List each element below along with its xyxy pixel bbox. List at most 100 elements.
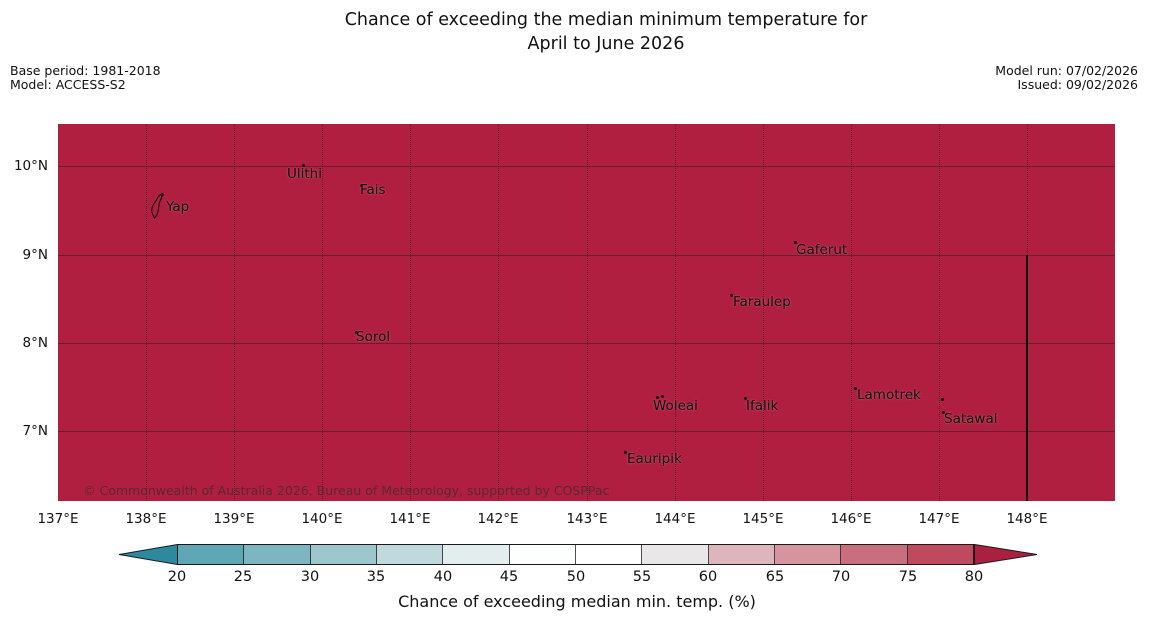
cbar-tick-20: 20: [167, 569, 187, 585]
gridline-8n: [58, 343, 1115, 344]
title-line2: April to June 2026: [527, 34, 685, 54]
cbar-tick-45: 45: [499, 569, 519, 585]
place-name: Lamotrek: [857, 387, 921, 403]
copyright-text: © Commonwealth of Australia 2026, Bureau…: [83, 483, 610, 498]
colorbar: [118, 544, 1038, 565]
gridline-10n: [58, 166, 1115, 167]
colorbar-segment: [178, 545, 245, 564]
model-metadata: Base period: 1981-2018 Model: ACCESS-S2: [10, 64, 161, 92]
colorbar-over-arrow: [974, 544, 1038, 565]
x-tick-140e: 140°E: [301, 511, 343, 527]
cbar-tick-55: 55: [632, 569, 652, 585]
model-name-text: Model: ACCESS-S2: [10, 77, 126, 92]
island-marker-woleai-1: [656, 396, 659, 399]
x-tick-143e: 143°E: [566, 511, 608, 527]
colorbar-segment: [376, 545, 444, 564]
x-tick-142e: 142°E: [477, 511, 519, 527]
colorbar-segment: [642, 545, 709, 564]
place-name: Ifalik: [746, 398, 779, 414]
cbar-tick-65: 65: [765, 569, 785, 585]
colorbar-under-arrow: [118, 544, 178, 565]
place-name: Gaferut: [796, 242, 848, 258]
gridline-139e: [234, 124, 235, 501]
place-label-gaferut: Gaferut: [796, 243, 847, 257]
place-name: Fais: [360, 182, 386, 198]
gridline-7n: [58, 431, 1115, 432]
cbar-tick-80: 80: [964, 569, 984, 585]
gridline-140e: [322, 124, 323, 501]
x-tick-138e: 138°E: [125, 511, 167, 527]
title-line1: Chance of exceeding the median minimum t…: [344, 10, 868, 30]
model-run-text: Model run: 07/02/2026: [995, 63, 1138, 78]
x-tick-146e: 146°E: [830, 511, 872, 527]
place-label-eauripik: Eauripik: [627, 452, 682, 466]
gridline-143e: [587, 124, 588, 501]
cbar-tick-70: 70: [831, 569, 851, 585]
gridline-142e: [498, 124, 499, 501]
gridline-138e: [146, 124, 147, 501]
colorbar-segment: [708, 545, 775, 564]
state-boundary-line: [1026, 255, 1028, 501]
place-name: Yap: [166, 199, 190, 215]
island-marker-fais: [360, 184, 363, 187]
run-metadata: Model run: 07/02/2026 Issued: 09/02/2026: [995, 64, 1138, 92]
y-tick-10n: 10°N: [13, 158, 48, 174]
y-tick-8n: 8°N: [22, 335, 48, 351]
island-marker-sorol: [355, 331, 358, 334]
cbar-tick-60: 60: [698, 569, 718, 585]
place-label-lamotrek: Lamotrek: [857, 388, 921, 402]
island-marker-ulithi: [302, 164, 305, 167]
place-label-woleai: Woleai: [653, 399, 698, 413]
cbar-tick-50: 50: [566, 569, 586, 585]
place-label-ulithi: Ulithi: [287, 167, 322, 181]
island-marker-eauripik: [624, 451, 627, 454]
place-name: Faraulep: [733, 294, 791, 310]
gridline-147e: [939, 124, 940, 501]
gridline-145e: [763, 124, 764, 501]
place-name: Satawal: [944, 411, 998, 427]
x-tick-141e: 141°E: [389, 511, 431, 527]
gridline-141e: [410, 124, 411, 501]
x-tick-144e: 144°E: [654, 511, 696, 527]
x-tick-145e: 145°E: [742, 511, 784, 527]
gridline-9n: [58, 255, 1115, 256]
colorbar-segment: [509, 545, 576, 564]
place-name: Sorol: [356, 329, 391, 345]
page-title: Chance of exceeding the median minimum t…: [345, 8, 868, 56]
island-marker-faraulep: [730, 294, 733, 297]
x-tick-139e: 139°E: [213, 511, 255, 527]
place-label-fais: Fais: [360, 183, 386, 197]
cbar-tick-30: 30: [300, 569, 320, 585]
cbar-tick-75: 75: [898, 569, 918, 585]
x-tick-147e: 147°E: [918, 511, 960, 527]
x-tick-148e: 148°E: [1006, 511, 1048, 527]
colorbar-segment: [841, 545, 908, 564]
cbar-tick-25: 25: [233, 569, 253, 585]
colorbar-axis-label: Chance of exceeding median min. temp. (%…: [398, 592, 756, 611]
place-label-ifalik: Ifalik: [746, 399, 778, 413]
colorbar-segment: [310, 545, 377, 564]
map-canvas: Yap Ulithi Fais Sorol Gaferut Faraulep W…: [58, 124, 1115, 501]
colorbar-segment: [774, 545, 842, 564]
place-name: Ulithi: [287, 166, 322, 182]
cbar-tick-35: 35: [366, 569, 386, 585]
x-tick-137e: 137°E: [37, 511, 79, 527]
yap-island-shape: [151, 193, 164, 219]
place-name: Woleai: [653, 398, 698, 414]
colorbar-segment: [443, 545, 510, 564]
base-period-text: Base period: 1981-2018: [10, 63, 161, 78]
place-name: Eauripik: [627, 451, 682, 467]
colorbar-body: [177, 544, 974, 565]
y-tick-7n: 7°N: [22, 423, 48, 439]
issued-text: Issued: 09/02/2026: [1017, 77, 1139, 92]
gridline-146e: [851, 124, 852, 501]
cbar-tick-40: 40: [433, 569, 453, 585]
colorbar-segment: [244, 545, 311, 564]
island-marker-lamotrek: [854, 387, 857, 390]
place-label-satawal: Satawal: [944, 412, 997, 426]
island-marker-west-fayu: [941, 398, 944, 401]
place-label-faraulep: Faraulep: [733, 295, 791, 309]
place-label-yap: Yap: [166, 200, 189, 214]
y-tick-9n: 9°N: [22, 247, 48, 263]
